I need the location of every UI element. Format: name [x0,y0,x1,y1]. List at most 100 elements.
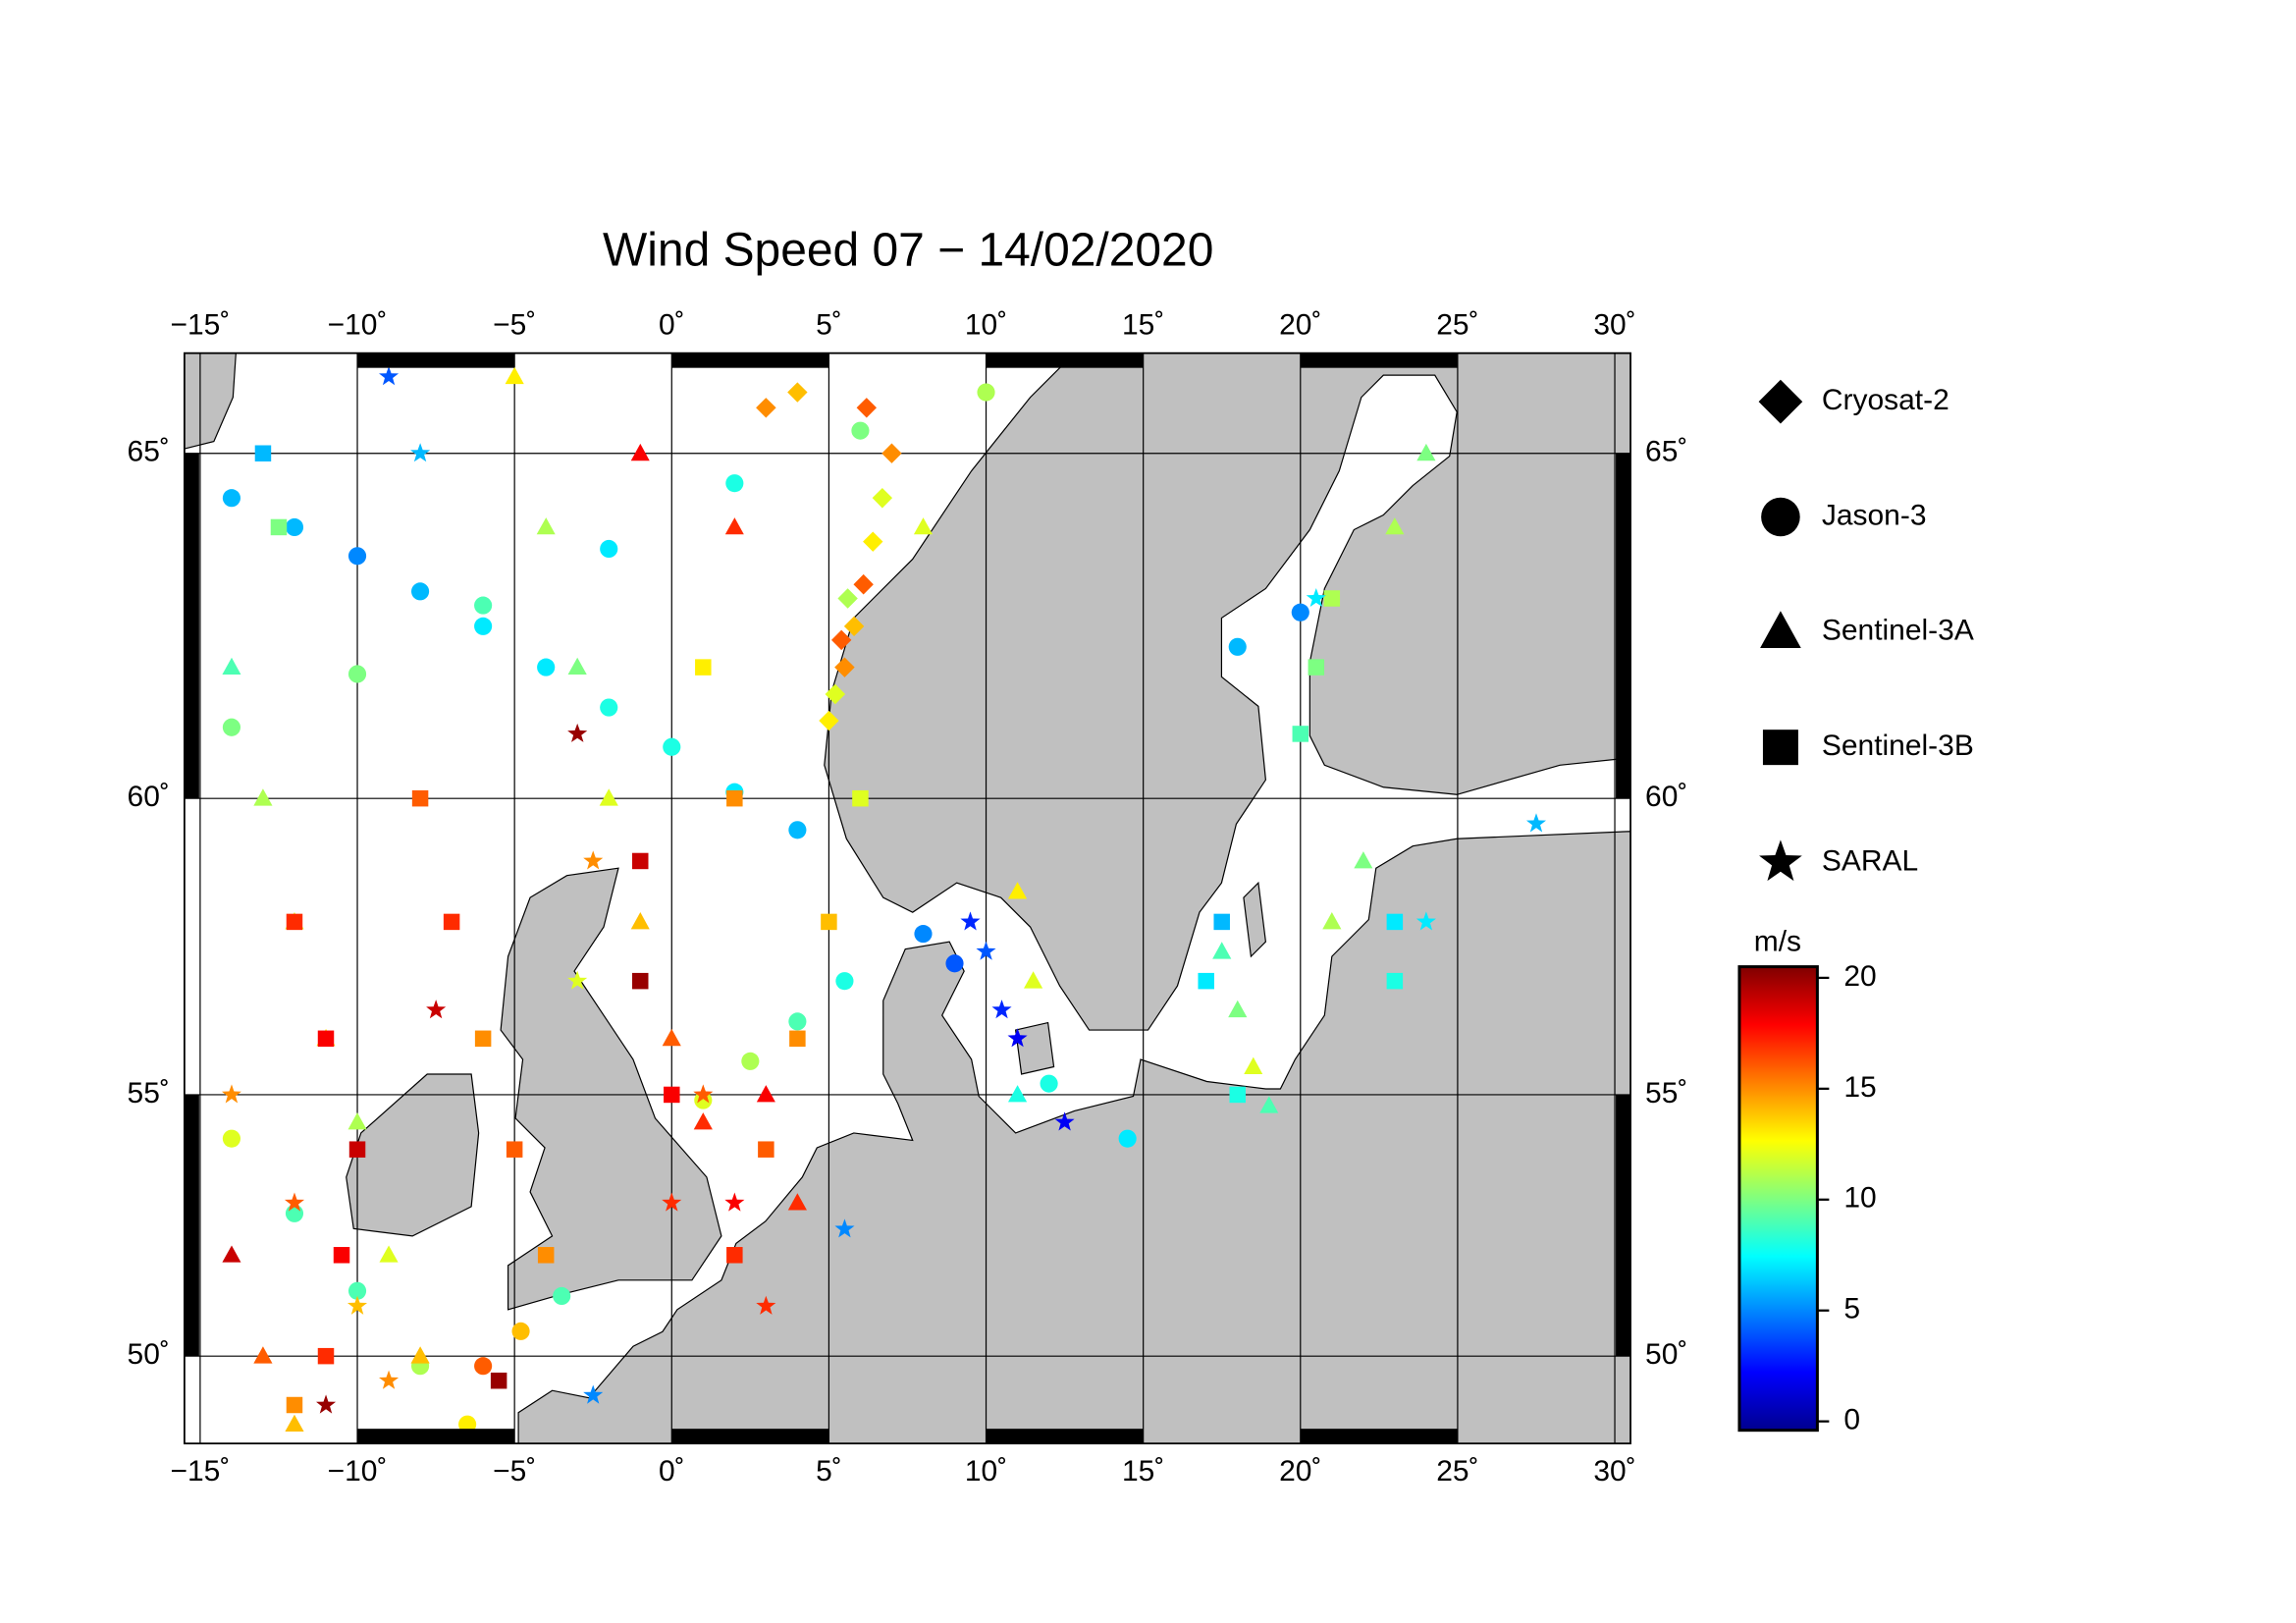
colorbar: m/s 0 5 10 15 20 [1737,926,1877,1436]
data-point [474,1357,493,1376]
data-point [694,1091,713,1109]
frame-bar [184,1094,199,1357]
x-tick-label: −10˚ [328,309,388,342]
data-point [1354,851,1373,869]
x-tick-label: −5˚ [493,309,536,342]
data-point [426,1000,447,1019]
data-point [1323,590,1341,607]
data-point [856,398,878,418]
y-tick-label: 55˚ [1645,1077,1687,1109]
data-point [1212,942,1232,959]
data-point [222,657,241,675]
frame [184,352,1631,1444]
x-tick-label: 15˚ [1122,1455,1164,1488]
x-tick-label: −10˚ [328,1455,388,1488]
frame-bar [1300,1429,1458,1444]
data-point [600,698,618,717]
y-tick-label: 65˚ [1645,436,1687,468]
data-point [553,1286,571,1306]
data-point [1229,1086,1246,1104]
data-point [1306,588,1326,608]
y-tick-label: 50˚ [128,1338,170,1371]
x-tick-label: 0˚ [659,309,685,342]
data-point [693,1084,714,1104]
frame-bar [671,352,829,368]
y-tick-label: 60˚ [1645,781,1687,813]
data-point [1415,911,1436,931]
data-point [1525,813,1547,833]
data-point [630,912,650,930]
data-point [664,1086,680,1104]
data-point [505,366,524,385]
data-point [1040,1074,1058,1093]
x-tick-label: 10˚ [965,309,1007,342]
frame-bar [1616,453,1631,799]
data-point [662,1192,682,1212]
data-point [1386,913,1404,931]
land [184,352,1631,1444]
data-point [630,443,650,461]
legend: Cryosat-2 Jason-3 Sentinel-3A Sentinel-3B SA… [1758,379,1974,882]
data-point [825,683,846,705]
x-tick-label: 15˚ [1122,309,1164,342]
legend-marker [1760,611,1801,649]
data-point [286,1396,303,1414]
data-point [914,925,933,944]
data-point [567,657,587,675]
ireland [346,1073,480,1237]
data-point [567,723,588,742]
x-tick-label: 20˚ [1279,309,1321,342]
data-point [474,617,493,635]
data-point [1198,972,1214,990]
data-point [1292,726,1309,742]
data-point [583,850,604,870]
data-point [726,1247,743,1264]
data-point [347,1281,367,1300]
data-point [1007,1085,1028,1103]
frame-bar [357,352,515,368]
legend-label: SARAL [1822,844,1918,877]
data-point [1007,1028,1028,1048]
frame-bar [1300,352,1458,368]
data-point [991,1000,1012,1019]
data-point [221,1084,241,1104]
data-point [758,1141,774,1158]
data-point [756,1295,776,1315]
data-point [1228,637,1247,656]
legend-marker [1762,730,1798,766]
data-point [347,1112,367,1130]
data-point [506,1141,523,1158]
data-point [662,1028,681,1047]
data-point [821,913,837,931]
data-point [317,1030,335,1048]
data-point [285,1204,304,1222]
data-point [1024,971,1043,989]
legend-label: Cryosat-2 [1822,384,1949,416]
data-point [830,629,852,651]
legend-marker [1758,379,1803,424]
data-point [976,941,996,960]
data-point [913,517,934,535]
x-tick-label: 5˚ [816,1455,842,1488]
data-point [537,1247,555,1264]
data-point [536,517,556,535]
data-point [1007,882,1028,899]
data-point [1385,517,1405,535]
data-point [270,518,288,536]
data-point [599,788,618,806]
x-tick-label: 30˚ [1593,309,1635,342]
data-point [410,443,431,462]
data-point [253,788,273,806]
data-point [724,517,744,535]
colorbar-ramp [1737,965,1819,1433]
data-point [960,911,981,931]
data-point [1118,1129,1137,1148]
data-point [537,658,556,676]
data-point [835,972,854,991]
data-point [254,445,272,461]
data-point [410,1346,430,1364]
legend-label: Sentinel-3B [1822,730,1974,762]
data-point [789,1030,806,1048]
data-point [285,1414,304,1433]
